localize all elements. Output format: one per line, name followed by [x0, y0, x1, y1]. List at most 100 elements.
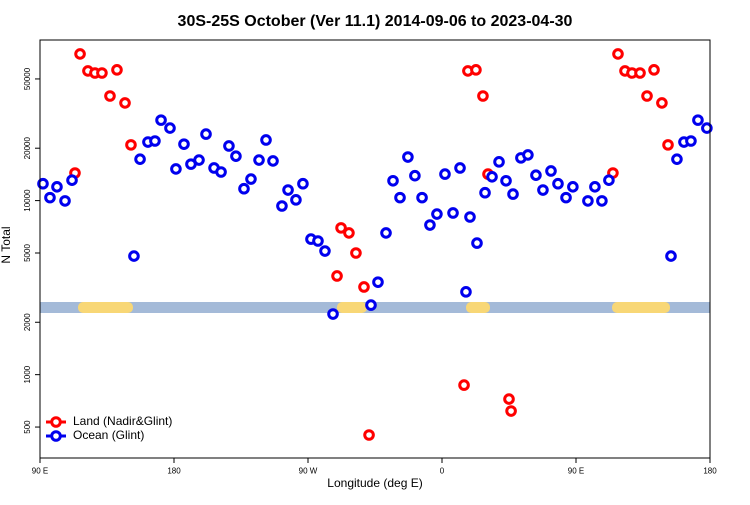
- point: [260, 134, 272, 146]
- point: [394, 191, 406, 204]
- point: [319, 245, 331, 257]
- y-tick-label: 1000: [23, 365, 32, 383]
- point: [552, 177, 564, 190]
- point: [215, 166, 227, 178]
- land-band: [612, 302, 670, 313]
- point: [365, 299, 377, 311]
- legend-label: Land (Nadir&Glint): [73, 414, 172, 428]
- point: [193, 154, 205, 166]
- land-band: [78, 302, 133, 313]
- point: [37, 177, 49, 190]
- point: [560, 191, 572, 204]
- point: [582, 195, 594, 207]
- x-tick-label: 180: [167, 467, 181, 476]
- point: [350, 247, 362, 259]
- point: [223, 140, 235, 152]
- point: [335, 222, 347, 234]
- point: [96, 67, 108, 79]
- point: [200, 128, 212, 140]
- point: [372, 276, 384, 288]
- land-band: [337, 302, 367, 313]
- point: [253, 154, 265, 166]
- point: [51, 181, 63, 193]
- point: [537, 184, 549, 196]
- point: [641, 90, 653, 102]
- point: [416, 191, 428, 204]
- point: [701, 122, 713, 134]
- legend-label: Ocean (Glint): [73, 428, 144, 442]
- point: [471, 237, 483, 249]
- point: [409, 169, 421, 182]
- point: [567, 181, 579, 193]
- point: [66, 174, 78, 186]
- point: [111, 64, 123, 76]
- point: [589, 181, 601, 193]
- point: [648, 64, 660, 76]
- y-tick-label: 10000: [23, 189, 32, 212]
- point: [327, 308, 339, 320]
- plot-area: [37, 48, 713, 441]
- point: [104, 90, 116, 102]
- x-tick-label: 0: [440, 467, 445, 476]
- x-tick-label: 90 E: [32, 467, 48, 476]
- point: [424, 219, 436, 231]
- point: [662, 139, 674, 151]
- point: [530, 169, 542, 181]
- y-tick-label: 500: [23, 420, 32, 434]
- point: [612, 48, 624, 60]
- x-axis-label: Longitude (deg E): [327, 476, 422, 490]
- y-axis-label: N Total: [0, 226, 13, 263]
- point: [276, 200, 288, 212]
- point: [149, 135, 161, 147]
- point: [282, 184, 294, 196]
- point: [439, 168, 451, 180]
- point: [493, 156, 505, 168]
- point: [505, 405, 517, 417]
- point: [479, 186, 491, 199]
- y-tick-label: 2000: [23, 313, 32, 331]
- point: [507, 188, 519, 200]
- point: [470, 64, 482, 76]
- y-tick-label: 5000: [23, 244, 32, 262]
- point: [134, 153, 146, 165]
- point: [596, 195, 608, 207]
- point: [297, 177, 309, 190]
- legend-marker: [50, 416, 62, 428]
- point: [119, 97, 131, 109]
- point: [486, 171, 498, 183]
- point: [125, 139, 137, 151]
- land-band: [466, 302, 490, 313]
- x-tick-label: 90 W: [299, 467, 318, 476]
- point: [447, 207, 459, 219]
- point: [634, 67, 646, 79]
- point: [402, 151, 414, 163]
- y-tick-label: 50000: [23, 67, 32, 90]
- point: [387, 174, 399, 187]
- point: [128, 250, 140, 262]
- point: [671, 153, 683, 165]
- point: [460, 286, 472, 298]
- point: [522, 149, 534, 161]
- point: [155, 114, 167, 126]
- point: [380, 227, 392, 239]
- point: [545, 165, 557, 177]
- point: [178, 138, 190, 150]
- point: [603, 174, 615, 186]
- point: [331, 270, 343, 282]
- point: [656, 97, 668, 109]
- point: [431, 208, 443, 220]
- point: [238, 182, 250, 195]
- point: [685, 135, 697, 147]
- point: [170, 163, 182, 175]
- point: [44, 191, 56, 204]
- point: [267, 155, 279, 167]
- y-tick-label: 20000: [23, 137, 32, 160]
- point: [59, 195, 71, 207]
- point: [500, 174, 512, 187]
- x-tick-label: 180: [703, 467, 717, 476]
- point: [358, 281, 370, 293]
- point: [458, 379, 470, 391]
- point: [343, 227, 355, 239]
- chart-title: 30S-25S October (Ver 11.1) 2014-09-06 to…: [178, 13, 573, 30]
